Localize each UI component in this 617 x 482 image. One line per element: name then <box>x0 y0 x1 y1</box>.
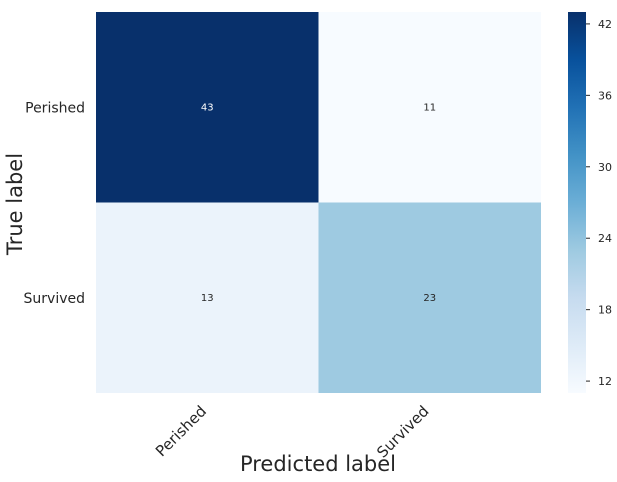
colorbar-tick-label: 42 <box>598 18 612 31</box>
y-tick-label: Perished <box>25 100 85 116</box>
heatmap-cell <box>318 202 541 393</box>
colorbar-tick-label: 30 <box>598 161 612 174</box>
x-tick-label: Perished <box>152 402 210 460</box>
colorbar <box>568 12 586 393</box>
cell-value-label: 11 <box>423 102 436 113</box>
colorbar-ticks: 12 18 24 30 36 42 <box>586 18 612 388</box>
y-tick-label: Survived <box>24 291 85 307</box>
colorbar-tick-label: 12 <box>598 375 612 388</box>
colorbar-tick-label: 36 <box>598 89 612 102</box>
heatmap-cells <box>96 12 541 393</box>
heatmap-cell <box>318 12 541 203</box>
colorbar-tick-label: 24 <box>598 232 612 245</box>
colorbar-tick-label: 18 <box>598 304 612 317</box>
cell-value-label: 23 <box>423 293 436 304</box>
cell-value-labels: 43 11 13 23 <box>201 102 436 304</box>
y-axis-title: True label <box>3 153 27 256</box>
heatmap-cell <box>96 12 319 203</box>
y-tick-labels: Perished Survived <box>24 100 85 307</box>
cell-value-label: 13 <box>201 293 214 304</box>
cell-value-label: 43 <box>201 102 214 113</box>
heatmap-cell <box>96 202 319 393</box>
x-axis-title: Predicted label <box>240 452 396 476</box>
